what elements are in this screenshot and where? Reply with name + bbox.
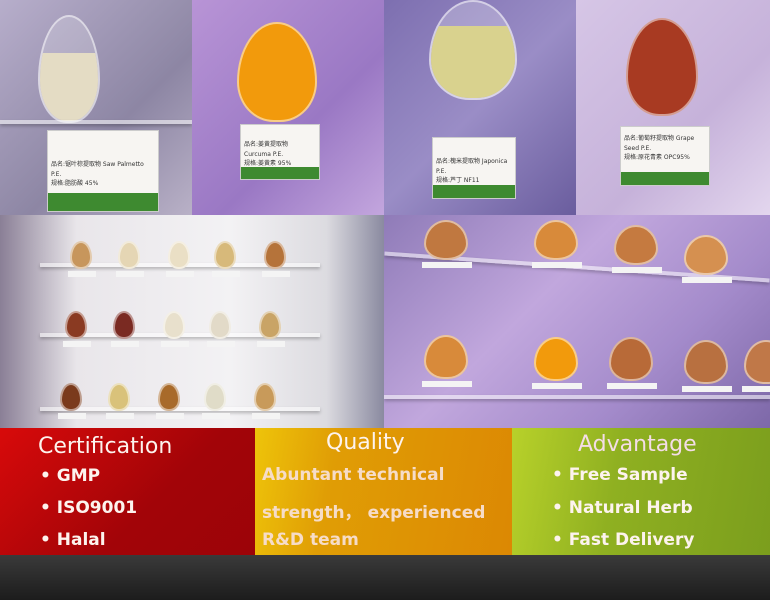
mini-label [58,413,86,419]
flask [108,383,130,411]
mini-label [212,271,240,277]
advantage-item: • Free Sample [552,465,688,485]
mini-label [742,386,770,392]
flask [614,225,658,265]
mini-label [532,383,582,389]
flask [684,235,728,275]
mini-label [166,271,194,277]
quality-line: R&D team [262,530,359,550]
flask [264,241,286,269]
shelf [384,395,770,399]
certification-title: Certification [38,434,173,459]
quality-panel: Quality Abuntant technical strength， exp… [255,428,512,555]
mini-label [612,267,662,273]
flask [429,0,517,100]
mini-label [252,413,280,419]
advantage-item: • Fast Delivery [552,530,695,550]
label-spec: 规格:脂肪酸 45% [51,180,99,188]
product-label: 品名:葡萄籽提取物 Grape Seed P.E. 规格:原花青素 OPC95% [620,126,710,186]
flask [65,311,87,339]
flask [163,311,185,339]
mini-label [116,271,144,277]
flask [168,241,190,269]
flask [259,311,281,339]
certification-item: • GMP [40,466,101,486]
flask [38,15,100,123]
flask [534,337,578,381]
flask [424,335,468,379]
shelf [40,407,320,411]
mini-label [207,341,235,347]
flask [254,383,276,411]
certification-panel: Certification • GMP • ISO9001 • Halal [0,428,255,555]
mini-label [161,341,189,347]
flask [424,220,468,260]
quality-title: Quality [326,430,405,455]
flask [534,220,578,260]
flask [214,241,236,269]
mini-label [68,271,96,277]
mini-label [111,341,139,347]
shelf-display-photo-left [0,215,384,428]
label-name: 品名:姜黄提取物 Curcuma P.E. [244,141,289,158]
flask [237,22,317,122]
product-photo-saw-palmetto: 品名:锯叶棕提取物 Saw Palmetto P.E. 规格:脂肪酸 45% [0,0,192,215]
flask [626,18,698,116]
product-label: 品名:锯叶棕提取物 Saw Palmetto P.E. 规格:脂肪酸 45% [47,130,159,212]
product-photo-grape-seed: 品名:葡萄籽提取物 Grape Seed P.E. 规格:原花青素 OPC95% [576,0,770,215]
flask [113,311,135,339]
label-name: 品名:锯叶棕提取物 Saw Palmetto P.E. [51,161,144,178]
product-photo-japonica: 品名:槐米提取物 Japonica P.E. 规格:芦丁 NF11 [384,0,576,215]
mini-label [422,381,472,387]
mini-label [262,271,290,277]
mini-label [63,341,91,347]
label-spec: 规格:姜黄素 95% [244,160,292,168]
certification-item: • ISO9001 [40,498,138,518]
label-name: 品名:槐米提取物 Japonica P.E. [436,158,508,175]
flask [744,340,770,384]
mini-label [257,341,285,347]
product-photo-curcuma: 品名:姜黄提取物 Curcuma P.E. 规格:姜黄素 95% [192,0,384,215]
flask [209,311,231,339]
flask [204,383,226,411]
quality-line: strength， experienced [262,503,486,523]
flask [684,340,728,384]
mini-label [682,386,732,392]
footer-bar [0,555,770,600]
advantage-item: • Natural Herb [552,498,693,518]
shelf [0,120,192,124]
advantage-panel: Advantage • Free Sample • Natural Herb •… [512,428,770,555]
flask [60,383,82,411]
mini-label [202,413,230,419]
product-label: 品名:槐米提取物 Japonica P.E. 规格:芦丁 NF11 [432,137,516,199]
label-spec: 规格:原花青素 OPC95% [624,154,690,162]
flask [70,241,92,269]
label-spec: 规格:芦丁 NF11 [436,177,480,185]
flask [609,337,653,381]
certification-item: • Halal [40,530,106,550]
mini-label [156,413,184,419]
mini-label [106,413,134,419]
flask [158,383,180,411]
mini-label [422,262,472,268]
product-label: 品名:姜黄提取物 Curcuma P.E. 规格:姜黄素 95% [240,124,320,180]
label-name: 品名:葡萄籽提取物 Grape Seed P.E. [624,135,695,152]
quality-line: Abuntant technical [262,465,445,485]
advantage-title: Advantage [578,432,697,457]
flask [118,241,140,269]
mini-label [532,262,582,268]
mini-label [607,383,657,389]
mini-label [682,277,732,283]
shelf-display-photo-right [384,215,770,428]
